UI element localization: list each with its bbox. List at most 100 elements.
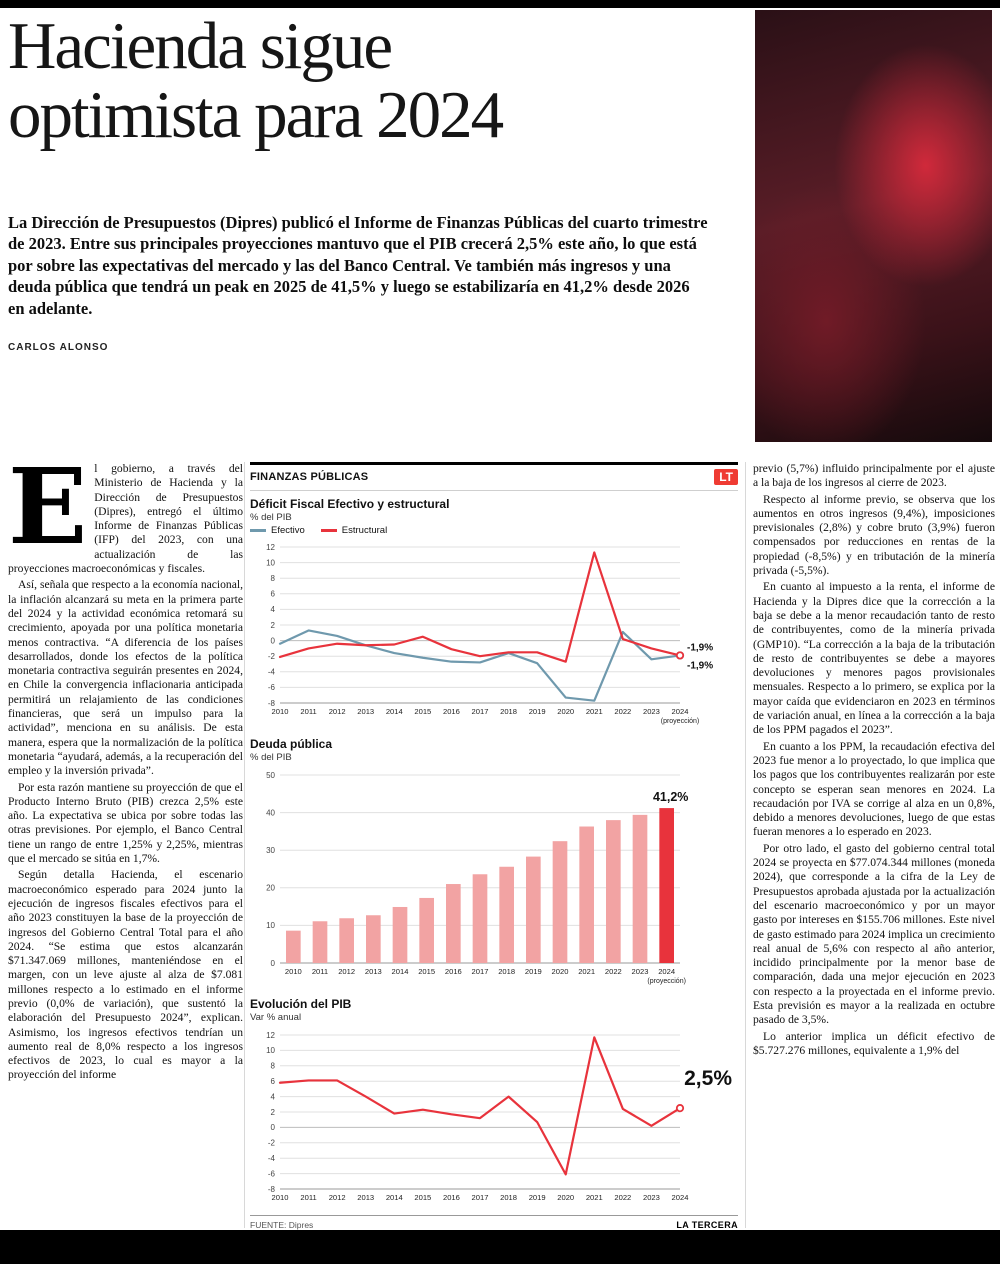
svg-text:2020: 2020 bbox=[557, 707, 574, 716]
paragraph: Lo anterior implica un déficit efectivo … bbox=[753, 1029, 995, 1057]
svg-text:2022: 2022 bbox=[605, 967, 622, 976]
byline: CARLOS ALONSO bbox=[8, 342, 109, 353]
svg-text:-2: -2 bbox=[268, 1139, 276, 1148]
svg-text:2010: 2010 bbox=[272, 1193, 289, 1202]
svg-text:2024: 2024 bbox=[672, 1193, 689, 1202]
svg-text:2011: 2011 bbox=[300, 707, 316, 716]
source-label: FUENTE: bbox=[250, 1220, 287, 1230]
svg-text:12: 12 bbox=[266, 1031, 275, 1040]
lede: La Dirección de Presupuestos (Dipres) pu… bbox=[8, 213, 708, 318]
svg-text:2014: 2014 bbox=[386, 1193, 403, 1202]
paragraph-text: l gobierno, a través del Ministerio de H… bbox=[8, 462, 243, 576]
svg-text:2015: 2015 bbox=[414, 1193, 431, 1202]
svg-text:2020: 2020 bbox=[557, 1193, 574, 1202]
svg-text:-4: -4 bbox=[268, 1154, 276, 1163]
svg-text:0: 0 bbox=[271, 636, 276, 645]
svg-text:10: 10 bbox=[266, 1046, 275, 1055]
svg-text:2012: 2012 bbox=[338, 967, 355, 976]
deficit-chart-block: Déficit Fiscal Efectivo y estructural % … bbox=[250, 497, 738, 733]
source-name: Dipres bbox=[288, 1220, 314, 1230]
svg-text:4: 4 bbox=[271, 1092, 276, 1101]
chart-title: Déficit Fiscal Efectivo y estructural bbox=[250, 497, 450, 511]
legend-item-estructural: Estructural bbox=[320, 525, 388, 536]
svg-text:2012: 2012 bbox=[329, 1193, 346, 1202]
headline-line-2: optimista para 2024 bbox=[8, 78, 504, 152]
svg-text:2024: 2024 bbox=[672, 707, 689, 716]
article-right-column: previo (5,7%) influido principalmente po… bbox=[753, 462, 995, 1230]
svg-text:6: 6 bbox=[271, 1077, 276, 1086]
svg-text:2018: 2018 bbox=[500, 1193, 517, 1202]
svg-text:2023: 2023 bbox=[643, 707, 660, 716]
svg-text:2023: 2023 bbox=[643, 1193, 660, 1202]
bottom-border bbox=[0, 1230, 1000, 1264]
svg-text:8: 8 bbox=[271, 574, 276, 583]
drop-cap: E bbox=[8, 462, 88, 568]
legend-swatch-estructural bbox=[320, 529, 337, 532]
svg-text:-6: -6 bbox=[268, 683, 276, 692]
finanzas-publicas-panel: FINANZAS PÚBLICAS LT Déficit Fiscal Efec… bbox=[250, 462, 738, 1230]
page-title: Hacienda sigue optimista para 2024 bbox=[8, 9, 748, 152]
chart-source: FUENTE: Dipres bbox=[250, 1220, 313, 1230]
svg-text:10: 10 bbox=[266, 558, 275, 567]
svg-text:2018: 2018 bbox=[500, 707, 517, 716]
svg-text:2017: 2017 bbox=[472, 1193, 489, 1202]
svg-text:2016: 2016 bbox=[443, 707, 460, 716]
svg-text:2010: 2010 bbox=[272, 707, 289, 716]
panel-footer: FUENTE: Dipres LA TERCERA bbox=[250, 1215, 738, 1230]
gdp-chart-block: Evolución del PIB Var % anual 12 10 8 6 4 2 0 -… bbox=[250, 997, 738, 1211]
svg-text:2019: 2019 bbox=[529, 707, 546, 716]
svg-text:-2: -2 bbox=[268, 652, 276, 661]
svg-text:2024: 2024 bbox=[658, 967, 675, 976]
panel-kicker: FINANZAS PÚBLICAS bbox=[250, 471, 369, 483]
svg-text:2013: 2013 bbox=[357, 1193, 374, 1202]
svg-text:2017: 2017 bbox=[472, 707, 489, 716]
svg-text:2011: 2011 bbox=[312, 967, 328, 976]
svg-text:2023: 2023 bbox=[632, 967, 649, 976]
svg-text:8: 8 bbox=[271, 1062, 276, 1071]
chart-subtitle: % del PIB bbox=[250, 512, 292, 523]
svg-text:-6: -6 bbox=[268, 1169, 276, 1178]
svg-text:2021: 2021 bbox=[578, 967, 595, 976]
svg-text:50: 50 bbox=[266, 771, 275, 780]
headline-line-1: Hacienda sigue bbox=[8, 9, 393, 83]
svg-text:(proyección): (proyección) bbox=[661, 718, 700, 725]
svg-text:12: 12 bbox=[266, 543, 275, 552]
svg-text:2020: 2020 bbox=[552, 967, 569, 976]
legend-label-estructural: Estructural bbox=[341, 525, 388, 536]
credit: LA TERCERA bbox=[676, 1220, 738, 1230]
paragraph: En cuanto a los PPM, la recaudación efec… bbox=[753, 739, 995, 839]
svg-text:-8: -8 bbox=[268, 1185, 276, 1194]
svg-text:4: 4 bbox=[271, 605, 276, 614]
paragraph: previo (5,7%) influido principalmente po… bbox=[753, 462, 995, 490]
svg-text:-1,9%: -1,9% bbox=[687, 642, 713, 653]
chart-title: Evolución del PIB bbox=[250, 997, 352, 1011]
svg-text:2010: 2010 bbox=[285, 967, 302, 976]
chart-subtitle: Var % anual bbox=[250, 1012, 302, 1023]
paragraph: Así, señala que respecto a la economía n… bbox=[8, 578, 243, 778]
svg-text:10: 10 bbox=[266, 921, 275, 930]
svg-text:-4: -4 bbox=[268, 668, 276, 677]
svg-text:2015: 2015 bbox=[418, 967, 435, 976]
legend-label-efectivo: Efectivo bbox=[271, 525, 305, 536]
chart-title: Deuda pública bbox=[250, 737, 333, 751]
svg-text:2: 2 bbox=[271, 1108, 276, 1117]
svg-text:2: 2 bbox=[271, 621, 276, 630]
paragraph: Respecto al informe previo, se observa q… bbox=[753, 492, 995, 578]
hero-image bbox=[755, 10, 992, 442]
svg-text:0: 0 bbox=[271, 1123, 276, 1132]
top-border bbox=[0, 0, 1000, 8]
svg-text:2,5%: 2,5% bbox=[684, 1067, 732, 1090]
chart-legend: Efectivo Estructural bbox=[250, 525, 738, 536]
svg-text:2022: 2022 bbox=[614, 1193, 631, 1202]
svg-text:2016: 2016 bbox=[445, 967, 462, 976]
svg-text:30: 30 bbox=[266, 846, 275, 855]
svg-text:2021: 2021 bbox=[586, 1193, 603, 1202]
svg-text:2015: 2015 bbox=[414, 707, 431, 716]
svg-text:2011: 2011 bbox=[300, 1193, 316, 1202]
debt-chart-block: Deuda pública % del PIB 50 40 30 20 10 0 2010 2… bbox=[250, 737, 738, 993]
svg-text:2014: 2014 bbox=[392, 967, 409, 976]
